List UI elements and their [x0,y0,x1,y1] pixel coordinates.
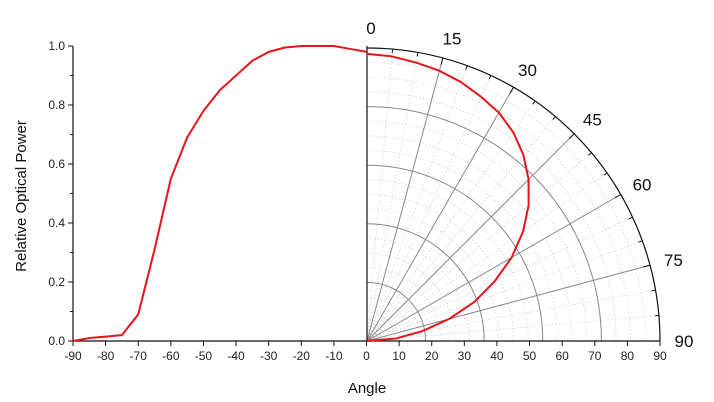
y-tick-label: 0.4 [48,216,65,230]
major-grid-spoke [366,264,651,342]
polar-angle-label: 15 [443,30,462,49]
y-axis-label: Relative Optical Power [13,120,30,272]
polar-arc-tick [465,65,468,70]
polar-arc-tick [568,133,575,140]
x-tick-label: 50 [523,349,537,363]
polar-angle-label: 60 [633,176,652,195]
polar-arc-tick [488,75,492,80]
minor-grid-arc [366,252,456,342]
x-tick-label: -20 [293,349,311,363]
polar-angle-label: 45 [583,111,602,130]
x-axis-label: Angle [348,380,386,397]
polar-arc-tick [638,240,643,243]
x-tick-label: 10 [392,349,406,363]
polar-arc-tick [651,289,656,292]
tick-labels: 0 15 30 45 60 75 90 0.0 0.2 0.4 0.6 0.8 1.0 -90 -80 -70… [48,19,693,363]
polar-arc-tick [614,194,621,199]
x-tick-label: -60 [162,349,180,363]
major-grid-spoke [366,133,575,342]
x-tick-label: -80 [97,349,115,363]
polar-arc-tick [440,57,444,65]
cartesian-power-curve [72,45,367,342]
polar-arc-tick [588,152,592,156]
x-tick-label: 60 [555,349,569,363]
major-grid-spoke [366,57,444,342]
x-tick-label: -50 [195,349,213,363]
x-tick-label: 20 [425,349,439,363]
minor-grid-arc [366,194,514,342]
minor-grid-arc [366,91,617,342]
x-tick-label: -70 [130,349,148,363]
polar-angle-label: 0 [366,19,375,38]
polar-angle-label: 75 [664,251,683,270]
polar-arc-tick [416,52,419,57]
y-tick-label: 1.0 [48,39,65,53]
minor-grid-arc [366,150,558,342]
polar-radiation-curve [366,52,530,342]
axes [72,46,661,342]
minor-grid-spoke [366,152,592,342]
y-tick-label: 0.0 [48,334,65,348]
polar-arc-tick [532,100,536,105]
x-tick-label: -40 [227,349,245,363]
polar-arc-tick [509,87,514,94]
polar-arc-tick [628,216,633,220]
data-series [72,45,530,342]
tick-marks [68,45,661,346]
minor-grid-arc [366,238,470,342]
polar-arc-tick [643,264,651,268]
minor-grid-arc [366,62,646,342]
x-tick-label: 70 [588,349,602,363]
y-tick-label: 0.8 [48,98,65,112]
x-tick-label: 0 [363,349,370,363]
x-tick-label: 90 [653,349,667,363]
x-tick-label: 80 [621,349,635,363]
x-tick-label: 30 [458,349,472,363]
polar-angle-label: 90 [675,332,694,351]
major-grid-spoke [366,194,621,342]
minor-grid-arc [366,296,412,342]
polar-arc-tick [552,116,556,120]
x-tick-label: -30 [260,349,278,363]
minor-grid-arc [366,208,500,342]
x-tick-label: 40 [490,349,504,363]
polar-angle-label: 30 [518,61,537,80]
y-tick-label: 0.6 [48,157,65,171]
major-grid-spoke [366,87,514,342]
y-tick-label: 0.2 [48,275,65,289]
polar-grid [366,49,659,342]
polar-arc-tick [603,172,608,176]
x-tick-label: -90 [64,349,82,363]
x-tick-label: -10 [325,349,343,363]
